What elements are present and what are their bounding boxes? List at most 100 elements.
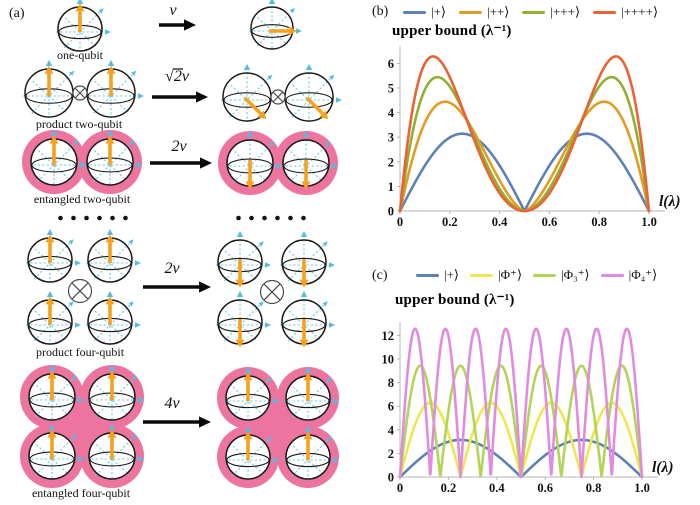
ellipsis-dot [301,215,306,221]
y-axis-arrowhead-icon [80,162,86,168]
state-arrow-head [105,234,115,243]
state-arrow-head [235,339,245,348]
ellipsis-dot [249,215,254,221]
bloch-sphere [221,64,280,122]
y-axis-arrowhead-icon [75,322,81,328]
series-3-curve [398,327,644,479]
legend-item-1: |Φ⁺⟩ [470,267,522,283]
z-axis-arrowhead-icon [46,229,54,235]
legend-item-0: |+⟩ [416,267,459,283]
x-axis-arrowhead-icon [266,377,272,383]
back-diagonal-line [37,150,71,181]
bloch-sphere [86,291,141,345]
bloch-sphere [216,231,271,288]
tensor-product-icon [270,89,286,105]
state-arrow-head [319,110,329,120]
y-axis-arrowhead-icon [78,397,84,403]
y-tick-label: 8 [388,376,394,390]
diagram-row-entangled-four-qubit: entangled four-qubit 4v [20,365,339,500]
back-diagonal-line [94,80,129,113]
z-axis-arrowhead-icon [48,424,56,430]
y-axis-arrowhead-icon [265,262,271,268]
back-diagonal-line [93,150,127,181]
continuation-ellipsis [58,215,128,221]
y-axis-arrowhead-icon [336,97,342,103]
chart-c-legend: |+⟩ |Φ⁺⟩ |Φ₃⁺⟩ |Φ₄⁺⟩ [416,267,657,283]
series-1-curve [398,100,651,213]
ellipsis-dot [262,215,267,221]
x-tick-label: 0.4 [492,215,508,229]
x-axis-arrowhead-icon [258,301,264,307]
bloch-sphere [26,229,81,283]
diagram-row-one-qubit: one-qubit v [56,0,302,62]
state-arrow-head [45,234,55,243]
x-axis-arrowhead-icon [266,436,272,442]
back-diagonal-line [95,385,129,416]
z-axis-arrowhead-icon [108,365,116,371]
z-axis-arrowhead-icon [305,64,313,70]
bloch-sphere [283,64,342,122]
x-axis-arrowhead-icon [325,141,331,147]
speed-arrow: 2v [143,260,211,293]
bloch-sphere [27,424,84,480]
x-axis-arrowhead-icon [73,140,79,146]
x-axis-line [93,73,134,114]
panel-c-label: (c) [372,268,388,283]
speed-arrow-head [184,19,196,31]
tensor-product-icon [67,278,93,304]
x-axis-arrowhead-icon [131,70,137,76]
state-arrow-head [105,135,115,144]
x-tick-label: 0.2 [441,481,457,495]
sphere-outline [250,6,294,50]
speed-label: 2v [164,260,180,277]
y-axis-arrowhead-icon [138,397,144,403]
state-arrow-head [47,370,57,379]
legend-item-3: |Φ₄⁺⟩ [600,267,657,283]
x-axis-arrowhead-icon [98,8,104,14]
legend-swatch-icon [470,273,494,277]
bloch-sphere [26,291,81,345]
chart-c-title: upper bound (λ⁻¹) [395,292,515,308]
speed-label: 2v [171,138,187,155]
z-axis-arrowhead-icon [106,291,114,297]
legend-swatch-icon [403,10,426,14]
y-tick-label: 5 [388,82,394,96]
legend-label: |++⟩ [487,4,510,19]
y-tick-label: 0 [388,471,394,485]
z-axis-arrowhead-icon [107,60,115,66]
bloch-sphere [216,291,271,348]
bloch-sphere [86,229,141,283]
z-axis-arrowhead-icon [300,231,308,237]
y-axis-arrowhead-icon [329,262,335,268]
state-arrow-head [299,279,309,288]
legend-label: |+⟩ [444,267,460,282]
otimes-x2 [272,91,284,103]
y-axis-arrowhead-icon [333,457,339,463]
x-tick-label: 1.0 [634,481,650,495]
speed-arrow-head [199,281,211,293]
legend-label: |Φ⁺⟩ [498,267,523,282]
z-axis-arrowhead-icon [244,367,252,373]
x-axis-arrowhead-icon [258,241,264,247]
back-diagonal-line [35,444,69,475]
state-arrow-head [107,429,117,438]
x-axis-arrowhead-icon [128,239,134,245]
state-arrow-head [47,429,57,438]
x-tick-label: 1.0 [641,215,657,229]
state-arrow-head [106,65,116,74]
bloch-sphere [224,426,279,480]
x-axis-arrowhead-icon [322,241,328,247]
z-axis-arrowhead-icon [246,131,254,137]
equator-ellipse [285,92,333,108]
continuation-ellipsis [236,215,306,221]
bloch-sphere [87,365,144,421]
y-axis-arrowhead-icon [105,29,111,35]
x-axis-arrowhead-icon [329,74,335,80]
back-diagonal-line [289,151,323,182]
z-axis-arrowhead-icon [236,291,244,297]
tensor-product-icon [72,85,88,101]
z-axis-arrowhead-icon [76,0,84,4]
x-axis-arrowhead-icon [69,70,75,76]
z-axis-arrowhead-icon [268,0,276,4]
y-tick-label: 4 [388,106,395,120]
